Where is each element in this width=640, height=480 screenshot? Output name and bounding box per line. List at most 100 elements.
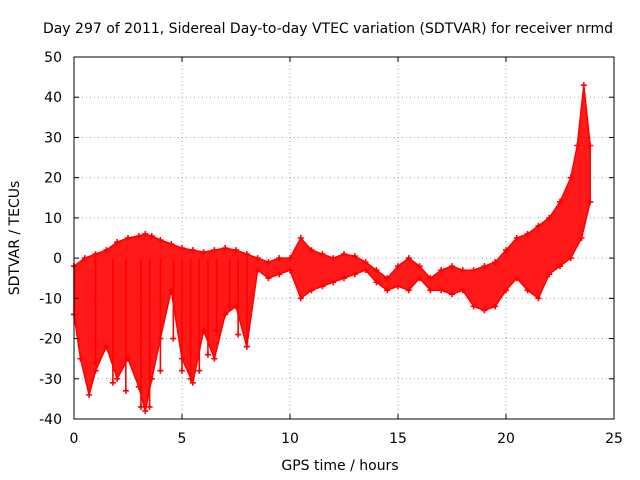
envelope-point	[535, 295, 542, 302]
envelope-point	[189, 379, 196, 386]
envelope-point	[200, 249, 207, 256]
grid-lines	[74, 57, 614, 419]
envelope-point	[373, 279, 380, 286]
envelope-point	[587, 198, 594, 205]
plot-frame	[73, 56, 615, 420]
envelope-point	[384, 275, 391, 282]
envelope-point	[384, 287, 391, 294]
envelope-point	[77, 355, 84, 362]
envelope-point	[200, 327, 207, 334]
envelope-point	[546, 214, 553, 221]
envelope-point	[81, 255, 88, 262]
envelope-point	[254, 267, 261, 274]
envelope-point	[492, 259, 499, 266]
envelope-point	[395, 263, 401, 270]
axis-ticks: 0 5 10 15 20 25 -40 -30 -20 -10 0 10 20 30 40 50	[39, 50, 623, 447]
envelope-point	[557, 198, 563, 205]
envelope-point	[470, 303, 477, 310]
envelope-point	[114, 375, 121, 382]
envelope-point	[574, 142, 581, 149]
envelope-point	[427, 287, 434, 294]
envelope-point	[243, 251, 250, 258]
y-axis-label: SDTVAR / TECUs	[7, 181, 23, 296]
y-tick-label: 50	[44, 50, 62, 66]
envelope-point	[546, 271, 553, 278]
envelope-point	[449, 263, 455, 270]
envelope-point	[524, 230, 531, 237]
x-tick-label: 10	[281, 431, 299, 447]
envelope-point	[503, 287, 509, 294]
y-tick-label: -20	[39, 332, 62, 348]
envelope-point	[142, 407, 149, 414]
x-axis-label: GPS time / hours	[281, 458, 398, 474]
envelope-point	[395, 283, 401, 290]
envelope-point	[481, 263, 488, 270]
envelope-point	[125, 235, 131, 241]
envelope-point	[373, 267, 380, 274]
x-tick-label: 25	[605, 431, 623, 447]
envelope-point	[86, 391, 93, 398]
envelope-point	[557, 263, 563, 270]
envelope-point	[405, 287, 412, 294]
envelope-point	[513, 235, 520, 241]
chart-title: Day 297 of 2011, Sidereal Day-to-day VTE…	[43, 21, 613, 37]
envelope-point	[362, 267, 369, 274]
envelope-point	[287, 255, 293, 262]
envelope-point	[265, 275, 272, 282]
y-tick-label: 30	[44, 130, 62, 146]
envelope-point	[308, 247, 315, 254]
envelope-point	[276, 271, 283, 278]
envelope-point	[254, 255, 261, 262]
sdtvar-band	[73, 85, 591, 412]
envelope-point	[578, 235, 585, 241]
envelope-point	[524, 287, 531, 294]
envelope-point	[142, 230, 149, 237]
envelope-point	[351, 271, 358, 278]
data-series	[71, 82, 594, 414]
envelope-point	[319, 251, 326, 258]
envelope-point	[470, 267, 477, 274]
envelope-point	[580, 82, 587, 89]
envelope-point	[503, 247, 509, 254]
envelope-point	[567, 255, 574, 262]
envelope-point	[114, 239, 121, 246]
y-tick-label: -40	[39, 412, 62, 428]
envelope-point	[416, 275, 423, 282]
envelope-point	[103, 343, 110, 350]
envelope-point	[297, 235, 304, 241]
envelope-point	[567, 174, 574, 181]
envelope-point	[135, 232, 142, 239]
envelope-point	[481, 307, 488, 314]
envelope-point	[459, 267, 466, 274]
envelope-point	[341, 275, 347, 282]
envelope-point	[587, 142, 594, 149]
envelope-point	[449, 291, 455, 298]
envelope-point	[362, 259, 369, 266]
envelope-point	[222, 245, 229, 252]
envelope-point	[148, 232, 155, 239]
envelope-point	[341, 251, 347, 258]
envelope-point	[513, 275, 520, 282]
envelope-point	[438, 267, 445, 274]
envelope-point	[92, 251, 99, 258]
envelope-point	[276, 255, 283, 262]
envelope-point	[330, 279, 337, 286]
envelope-point	[287, 267, 293, 274]
envelope-point	[405, 255, 412, 262]
y-tick-label: -10	[39, 291, 62, 307]
envelope-point	[265, 259, 272, 266]
envelope-point	[157, 237, 164, 244]
envelope-point	[297, 295, 304, 302]
y-tick-label: 40	[44, 90, 62, 106]
envelope-point	[330, 255, 337, 262]
x-tick-label: 5	[178, 431, 187, 447]
envelope-point	[92, 367, 99, 374]
y-tick-label: 10	[44, 211, 62, 227]
y-tick-label: 0	[53, 251, 62, 267]
envelope-point	[351, 253, 358, 260]
envelope-point	[211, 355, 218, 362]
envelope-point	[189, 247, 196, 254]
envelope-point	[492, 303, 499, 310]
x-tick-label: 20	[497, 431, 515, 447]
